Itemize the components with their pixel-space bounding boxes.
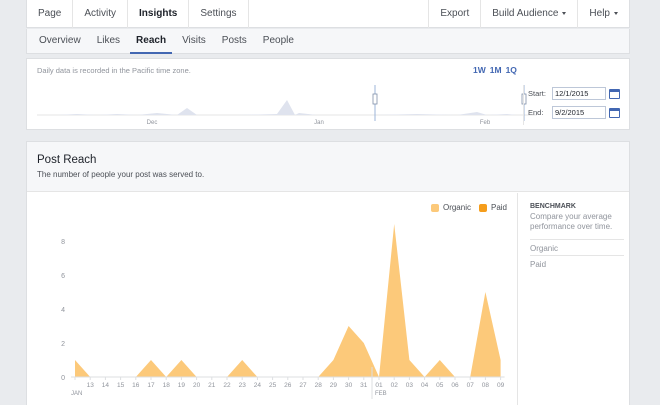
tab-likes[interactable]: Likes [96,35,121,46]
x-tick-label: 19 [178,382,186,389]
tab-visits[interactable]: Visits [182,35,206,46]
legend-swatch [478,203,487,212]
x-tick-label: 24 [254,382,262,389]
x-tick-label: 02 [391,382,399,389]
help-button[interactable]: Help [577,0,629,28]
top-nav-left: Page Activity Insights Settings [27,0,249,28]
x-tick-label: 25 [269,382,277,389]
x-tick-label: 21 [208,382,216,389]
range-1q-button[interactable]: 1Q [505,65,517,75]
x-tick-label: 15 [117,382,125,389]
range-handle[interactable] [521,93,527,105]
tab-overview[interactable]: Overview [39,35,81,46]
x-tick-label: 26 [284,382,292,389]
x-tick-label: 16 [132,382,140,389]
tab-reach[interactable]: Reach [130,29,173,54]
x-tick-label: 14 [102,382,110,389]
x-tick-label: 29 [330,382,338,389]
series-organic-area [75,224,501,377]
y-tick-label: 8 [61,239,65,246]
legend-organic[interactable]: Organic [430,203,471,212]
legend-paid[interactable]: Paid [478,203,507,212]
timeline-sparkline[interactable]: Dec Jan Feb [37,81,537,127]
y-tick-label: 2 [61,341,65,348]
x-tick-label: 03 [406,382,414,389]
timeline-month-label: Dec [147,120,158,126]
tab-people[interactable]: People [262,35,294,46]
x-tick-label: 01 [375,382,383,389]
x-tick-label: 22 [223,382,231,389]
benchmark-paid[interactable]: Paid [530,255,624,269]
benchmark-title: BENCHMARK [530,203,576,210]
x-tick-label: 28 [315,382,323,389]
x-tick-label: 18 [163,382,171,389]
legend-swatch [430,203,439,212]
top-nav-page[interactable]: Page [27,0,74,28]
y-tick-label: 4 [61,307,65,314]
date-range-panel: Start: 12/1/2015 End: 9/2/2015 [523,85,627,125]
x-tick-label: 23 [239,382,247,389]
sparkline-area [57,100,517,115]
timezone-note: Daily data is recorded in the Pacific ti… [37,66,191,75]
range-1m-button[interactable]: 1M [489,65,502,75]
timeline-month-label: Feb [480,120,491,126]
x-tick-label: 13 [87,382,95,389]
y-tick-label: 0 [61,375,65,382]
x-tick-label: 30 [345,382,353,389]
range-1w-button[interactable]: 1W [473,65,486,75]
timeline-month-label: Jan [314,120,324,126]
calendar-icon[interactable] [609,107,620,118]
benchmark-organic[interactable]: Organic [530,239,624,253]
chart-legend: Organic Paid [430,203,515,212]
subtabs: Overview Likes Reach Visits Posts People [33,29,304,54]
x-month-label: JAN [71,391,82,397]
legend-label: Organic [442,203,471,212]
caret-down-icon [614,11,618,15]
end-row: End: 9/2/2015 [528,106,620,119]
chart-area: Organic Paid 0 2 4 6 8 13 14 15 16 17 18 19 20 21 22 23 2… [27,193,515,405]
export-button[interactable]: Export [428,0,480,28]
build-audience-label: Build Audience [492,8,559,19]
calendar-icon[interactable] [609,88,620,99]
top-nav: Page Activity Insights Settings Export Buil… [26,0,630,28]
post-reach-subtitle: The number of people your post was serve… [37,170,205,179]
benchmark-description: Compare your average performance over ti… [530,212,613,231]
start-date-input[interactable]: 12/1/2015 [552,87,606,100]
top-nav-activity[interactable]: Activity [73,0,129,28]
x-tick-label: 31 [360,382,368,389]
start-row: Start: 12/1/2015 [528,87,620,100]
insights-subnav: Overview Likes Reach Visits Posts People [26,29,630,54]
end-date-input[interactable]: 9/2/2015 [552,106,606,119]
benchmark-panel: BENCHMARK Compare your average performan… [517,193,629,405]
post-reach-card: Post Reach The number of people your pos… [26,141,630,405]
x-tick-label: 20 [193,382,201,389]
top-nav-insights[interactable]: Insights [128,0,190,28]
start-label: Start: [528,89,546,98]
top-nav-settings[interactable]: Settings [189,0,249,28]
legend-label: Paid [490,203,507,212]
x-tick-label: 07 [467,382,475,389]
range-handle[interactable] [372,93,378,105]
range-buttons: 1W 1M 1Q [473,65,517,75]
end-label: End: [528,108,544,117]
post-reach-title: Post Reach [37,154,97,166]
x-month-label: FEB [375,391,387,397]
caret-down-icon [562,11,567,15]
x-tick-label: 08 [482,382,490,389]
x-tick-label: 27 [299,382,307,389]
top-nav-right: Export Build Audience Help [428,0,629,28]
help-label: Help [589,8,610,19]
timeline-card: Daily data is recorded in the Pacific ti… [26,58,630,130]
y-tick-label: 6 [61,273,65,280]
post-reach-header: Post Reach The number of people your pos… [27,142,629,192]
x-tick-label: 17 [147,382,155,389]
tab-posts[interactable]: Posts [221,35,247,46]
x-tick-label: 04 [421,382,429,389]
build-audience-button[interactable]: Build Audience [480,0,577,28]
x-tick-label: 06 [451,382,459,389]
x-tick-label: 05 [436,382,444,389]
x-tick-label: 09 [497,382,505,389]
